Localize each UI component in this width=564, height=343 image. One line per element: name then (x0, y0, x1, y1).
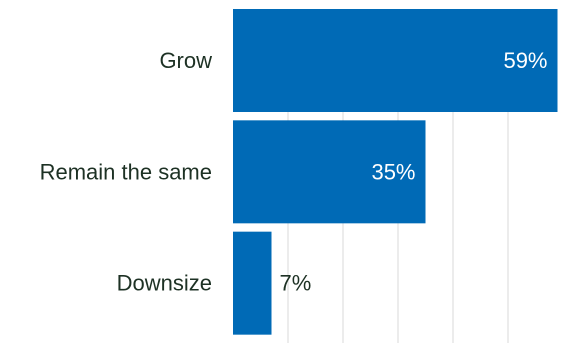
category-label: Downsize (117, 271, 212, 296)
category-labels: Grow Remain the same Downsize (40, 48, 213, 296)
bar-grow (233, 9, 558, 112)
bar-remain-the-same (233, 120, 426, 224)
bar-downsize (233, 231, 272, 335)
category-label: Remain the same (40, 159, 212, 184)
value-label: 7% (280, 271, 312, 296)
value-labels: 59% 35% 7% (280, 48, 548, 296)
bars (233, 9, 558, 335)
value-label: 59% (503, 48, 547, 73)
value-label: 35% (371, 159, 415, 184)
category-label: Grow (159, 48, 212, 73)
